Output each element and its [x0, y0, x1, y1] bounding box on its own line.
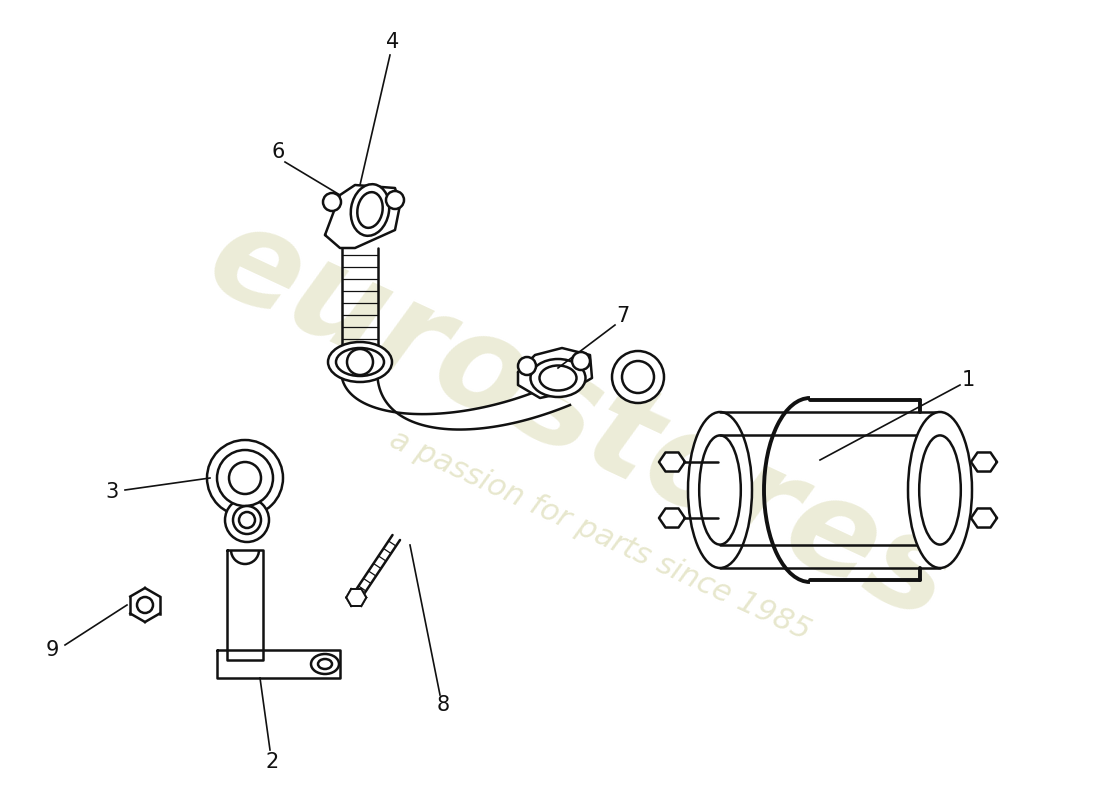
- Circle shape: [138, 597, 153, 613]
- Circle shape: [207, 440, 283, 516]
- Ellipse shape: [351, 184, 389, 236]
- Polygon shape: [659, 509, 685, 527]
- Polygon shape: [227, 550, 263, 660]
- Text: 1: 1: [961, 370, 975, 390]
- Circle shape: [233, 506, 261, 534]
- Text: 9: 9: [45, 640, 58, 660]
- Text: 3: 3: [106, 482, 119, 502]
- Ellipse shape: [328, 342, 392, 382]
- Polygon shape: [971, 453, 997, 471]
- Polygon shape: [130, 588, 159, 622]
- Polygon shape: [971, 509, 997, 527]
- Circle shape: [386, 191, 404, 209]
- Text: 7: 7: [616, 306, 629, 326]
- Circle shape: [217, 450, 273, 506]
- Circle shape: [612, 351, 664, 403]
- Circle shape: [226, 498, 270, 542]
- Polygon shape: [518, 348, 592, 398]
- Ellipse shape: [908, 412, 972, 568]
- Text: eurostores: eurostores: [188, 192, 971, 648]
- Text: 8: 8: [437, 695, 450, 715]
- Text: a passion for parts since 1985: a passion for parts since 1985: [385, 425, 815, 646]
- Polygon shape: [659, 453, 685, 471]
- Ellipse shape: [311, 654, 339, 674]
- Ellipse shape: [530, 359, 585, 397]
- Text: 6: 6: [272, 142, 285, 162]
- Text: 4: 4: [386, 32, 399, 52]
- Polygon shape: [217, 650, 340, 678]
- Circle shape: [518, 357, 536, 375]
- Polygon shape: [346, 589, 366, 606]
- Polygon shape: [341, 362, 570, 430]
- Circle shape: [572, 352, 590, 370]
- Ellipse shape: [688, 412, 752, 568]
- Circle shape: [621, 361, 654, 393]
- Circle shape: [323, 193, 341, 211]
- Ellipse shape: [346, 349, 373, 375]
- Text: 2: 2: [265, 752, 278, 772]
- Polygon shape: [324, 185, 400, 248]
